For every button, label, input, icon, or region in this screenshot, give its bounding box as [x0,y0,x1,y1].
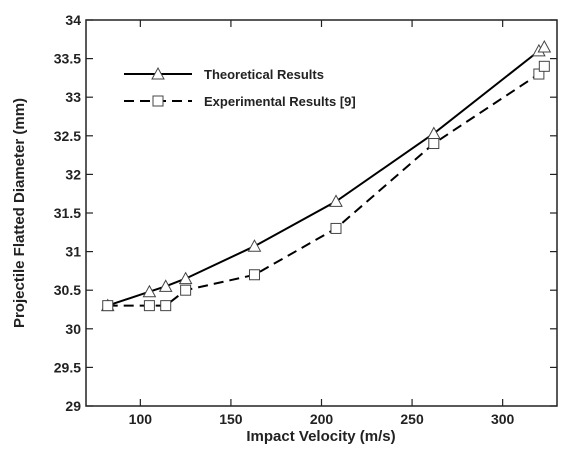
data-point-square [102,300,114,312]
data-point-square [330,222,342,234]
y-tick-label: 30 [65,321,81,337]
data-point-triangle [537,39,552,53]
y-tick-label: 29 [65,398,81,414]
data-point-triangle [329,194,343,207]
data-point-triangle [158,279,173,292]
data-point-square [428,138,440,150]
y-tick-label: 31 [65,244,81,260]
x-tick-label: 150 [219,411,243,427]
legend-label-theoretical: Theoretical Results [204,67,324,82]
x-tick-label: 100 [129,411,153,427]
data-point-square [180,284,192,296]
data-point-square [538,60,550,72]
x-tick-label: 250 [400,411,424,427]
y-tick-label: 30.5 [54,282,81,298]
series-layer [100,39,552,312]
data-point-triangle [178,271,193,285]
y-tick-label: 31.5 [54,205,81,221]
x-tick-label: 200 [310,411,334,427]
x-axis-title: Impact Velocity (m/s) [246,428,395,445]
y-axis-ticks: 29 29.5 30 30.5 31 31.5 32 32.5 33 33.5 34 [54,12,557,414]
data-point-square [248,269,260,281]
y-tick-label: 33.5 [54,51,81,67]
y-tick-label: 32.5 [54,128,81,144]
y-tick-label: 34 [65,12,81,28]
legend-marker-square-icon [152,95,164,107]
y-tick-label: 33 [65,89,81,105]
y-tick-label: 29.5 [54,359,81,375]
data-point-triangle [247,239,262,252]
x-tick-label: 300 [491,411,515,427]
y-tick-label: 32 [65,166,81,182]
legend: Theoretical Results Experimental Results… [124,66,356,109]
legend-label-experimental: Experimental Results [9] [204,94,356,109]
data-point-square [143,300,155,312]
data-point-triangle [142,284,157,298]
data-point-square [160,300,172,312]
x-axis-ticks: 100 150 200 250 300 [129,20,515,427]
series-line-0 [107,46,545,307]
legend-marker-triangle-icon [151,66,165,80]
y-axis-title: Projectile Flatted Diameter (mm) [11,98,28,328]
